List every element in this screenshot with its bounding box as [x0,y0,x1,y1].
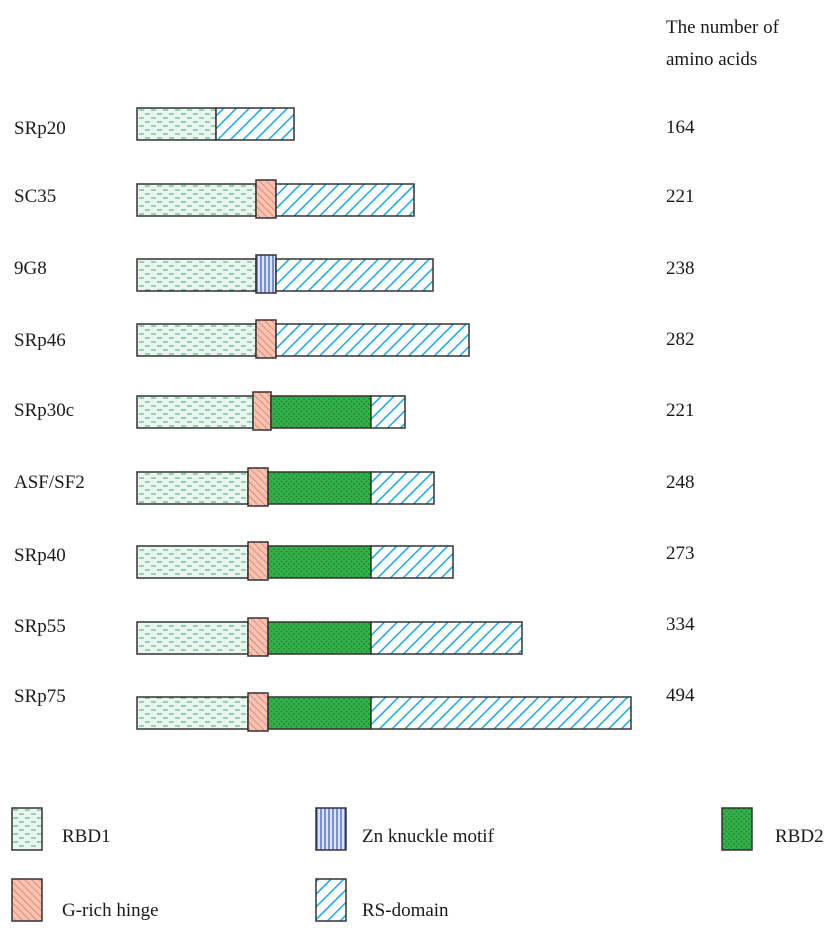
domain-rbd1 [136,395,254,429]
legend-label-zn-knuckle: Zn knuckle motif [362,826,494,847]
domain-g-rich-hinge [255,179,277,219]
domain-g-rich-hinge [247,541,269,581]
domain-rbd1 [136,471,249,505]
domain-rs-domain [370,696,632,730]
domain-zn-knuckle-motif [255,254,277,294]
amino-acid-count: 238 [666,258,695,279]
amino-acid-count: 248 [666,472,695,493]
amino-acid-count: 221 [666,400,695,421]
domain-rs-domain [370,471,435,505]
domain-rs-domain [370,395,406,429]
amino-acid-count: 164 [666,117,695,138]
protein-bar [136,107,295,141]
protein-name: SRp40 [14,545,66,566]
domain-rbd2 [270,395,372,429]
domain-rbd2 [267,696,372,730]
protein-bar [136,617,523,657]
domain-g-rich-hinge [247,617,269,657]
legend-swatch-rs [315,878,347,922]
legend-label-rbd1: RBD1 [62,826,111,847]
header-line-2: amino acids [666,49,758,70]
protein-name: SC35 [14,186,57,207]
protein-name: 9G8 [14,258,47,279]
protein-bar [136,391,406,431]
domain-rbd1 [136,107,217,141]
domain-rs-domain [275,258,434,292]
domain-g-rich-hinge [247,467,269,507]
protein-bar [136,319,470,359]
legend-swatch-rbd2 [721,807,753,851]
domain-rs-domain [370,621,523,655]
amino-acid-count: 282 [666,329,695,350]
legend-swatch-hinge [11,878,43,922]
domain-g-rich-hinge [247,692,269,732]
domain-rs-domain [275,323,470,357]
amino-acid-count: 494 [666,685,695,706]
protein-name: SRp55 [14,616,66,637]
protein-name: ASF/SF2 [14,472,85,493]
domain-rs-domain [215,107,295,141]
domain-rbd2 [267,545,372,579]
legend-label-rs-domain: RS-domain [362,900,449,921]
legend-swatch-rbd1 [11,807,43,851]
legend-label-g-rich-hinge: G-rich hinge [62,900,159,921]
protein-name: SRp20 [14,118,66,139]
protein-name: SRp75 [14,686,66,707]
protein-name: SRp30c [14,400,75,421]
protein-bar [136,254,434,294]
protein-bar [136,467,435,507]
domain-g-rich-hinge [255,319,277,359]
protein-bar [136,179,415,219]
legend-swatch-zn [315,807,347,851]
legend-label-rbd2: RBD2 [775,826,824,847]
domain-rs-domain [370,545,454,579]
domain-rbd2 [267,621,372,655]
domain-rbd1 [136,621,249,655]
domain-rbd1 [136,183,257,217]
amino-acid-count: 221 [666,186,695,207]
protein-bar [136,692,632,732]
domain-rbd1 [136,258,257,292]
domain-rbd1 [136,323,257,357]
domain-rbd1 [136,545,249,579]
domain-rbd1 [136,696,249,730]
amino-acid-count: 334 [666,614,695,635]
amino-acid-count: 273 [666,543,695,564]
protein-bar [136,541,454,581]
header-line-1: The number of [666,17,779,38]
amino-acids-header-text: The number of amino acids [666,12,779,76]
domain-rs-domain [275,183,415,217]
domain-g-rich-hinge [252,391,272,431]
domain-rbd2 [267,471,372,505]
protein-name: SRp46 [14,330,66,351]
